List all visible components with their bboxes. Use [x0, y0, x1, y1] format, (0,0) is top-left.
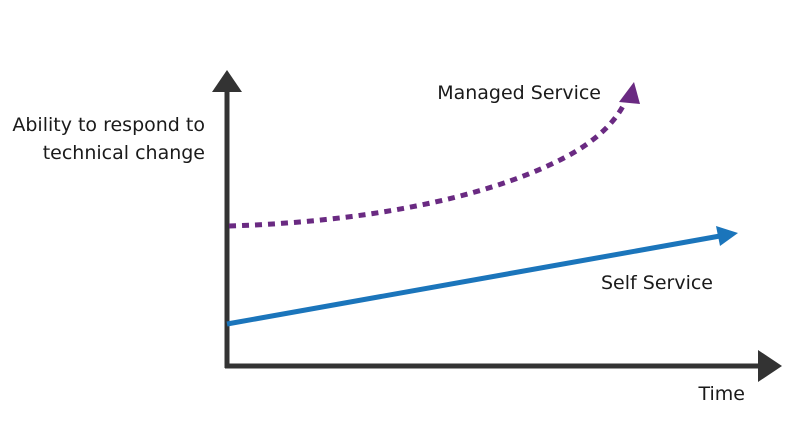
managed-service-arrowhead [619, 82, 640, 104]
y-axis-arrowhead [212, 70, 242, 92]
axes [212, 70, 782, 382]
x-axis-label: Time [698, 383, 746, 405]
self-service-series [226, 226, 738, 327]
managed-service-series [228, 82, 640, 229]
x-axis-arrowhead [758, 350, 782, 382]
self-service-arrowhead [716, 226, 738, 246]
managed-service-label: Managed Service [437, 82, 601, 104]
y-axis-label-line1: Ability to respond to [12, 114, 205, 136]
self-service-label: Self Service [601, 272, 713, 294]
managed-service-curve [228, 98, 629, 229]
self-service-line [226, 233, 721, 327]
y-axis-label-line2: technical change [43, 142, 205, 164]
